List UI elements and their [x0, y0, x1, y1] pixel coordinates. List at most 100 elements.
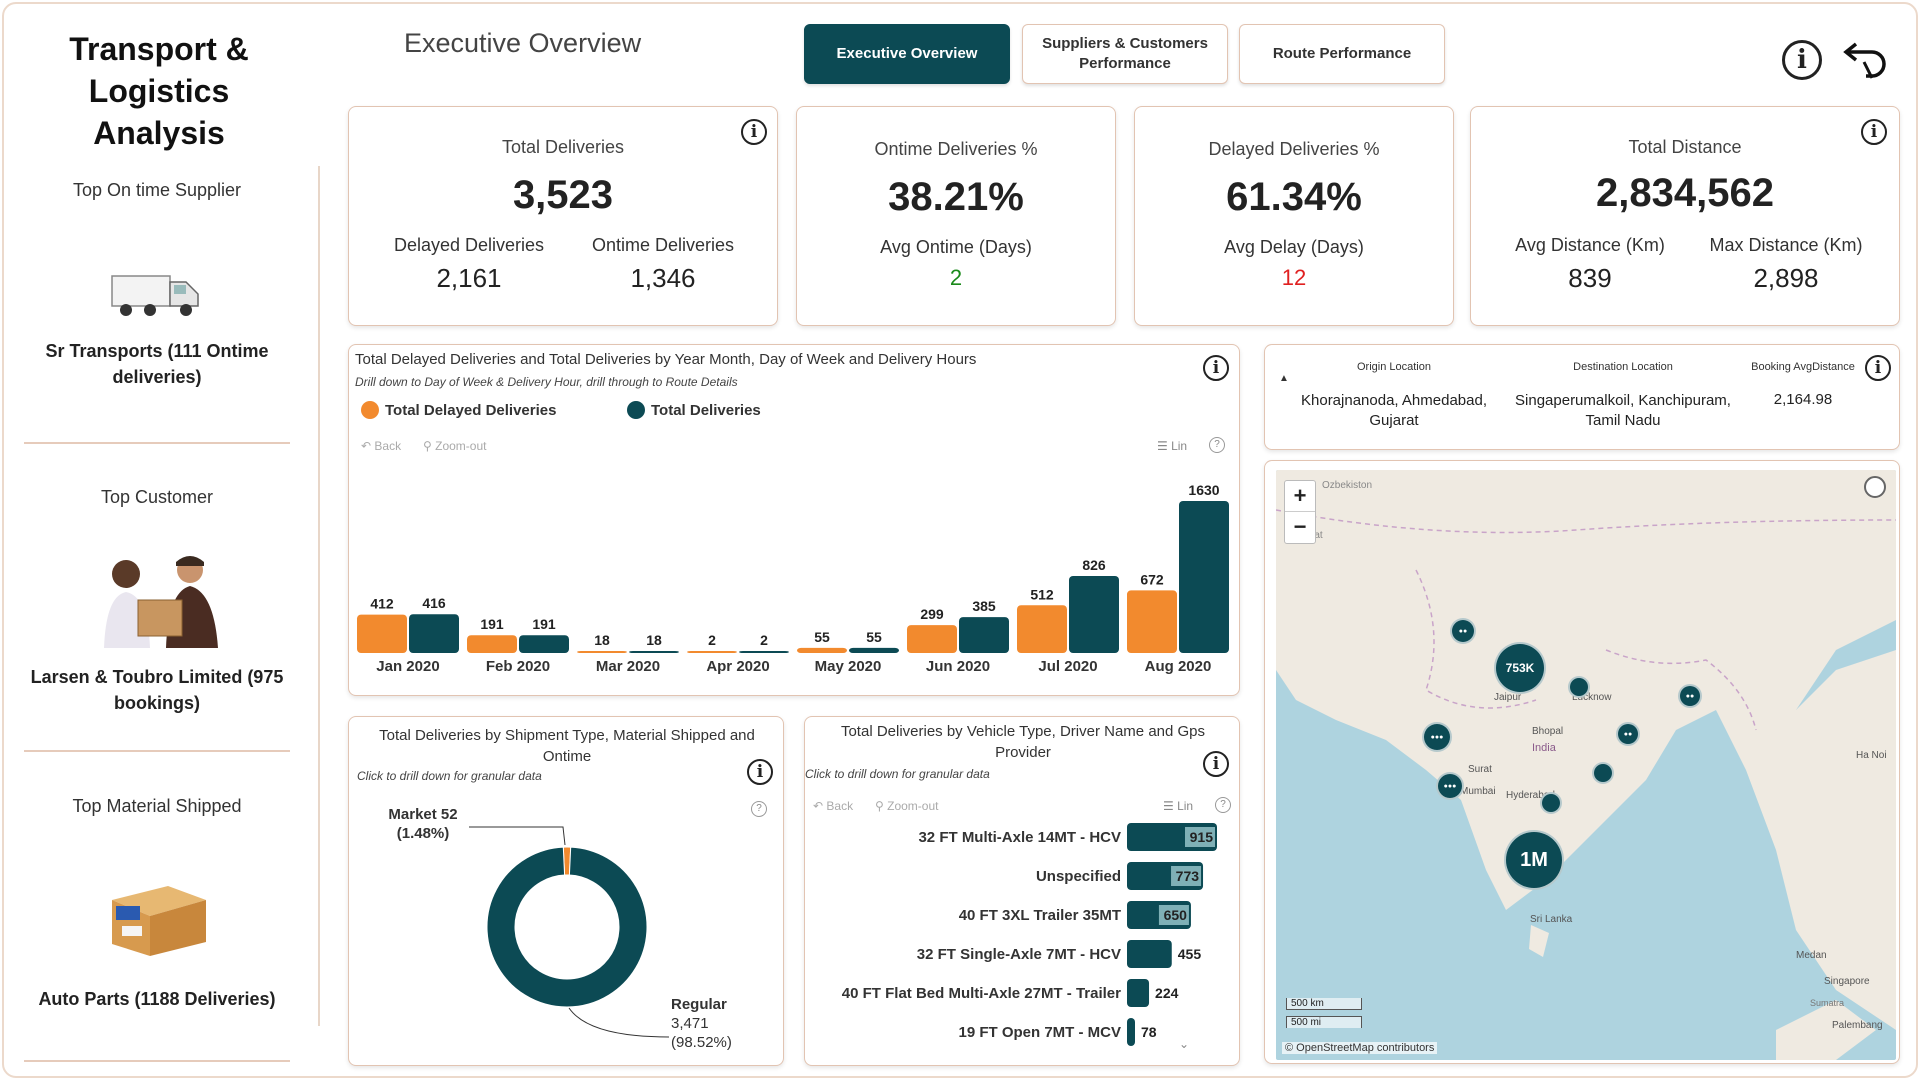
info-icon[interactable]: i	[1203, 751, 1229, 777]
back-button[interactable]: ↶ Back	[361, 439, 402, 453]
map-bubble-1m[interactable]: 1M	[1504, 830, 1564, 890]
data-label-background	[1171, 866, 1202, 886]
map-bubble[interactable]	[1568, 676, 1590, 698]
column-header-origin[interactable]: Origin Location	[1357, 361, 1431, 373]
kpi-sub-label: Avg Delay (Days)	[1224, 237, 1364, 257]
info-icon[interactable]: i	[747, 759, 773, 785]
map-zoom-control: + −	[1284, 480, 1316, 544]
app-title-line1: Transport &	[69, 31, 249, 67]
map-zoom-in-button[interactable]: +	[1293, 483, 1307, 508]
map-label: Sri Lanka	[1530, 914, 1573, 925]
bar-data-label: 191	[480, 616, 504, 632]
donut-chart	[469, 826, 670, 1038]
back-button[interactable]: ↶ Back	[813, 799, 854, 813]
back-label: Back	[374, 439, 402, 453]
bar-total[interactable]	[739, 651, 789, 653]
bar-total[interactable]	[1069, 575, 1119, 653]
bar-data-label: 826	[1082, 557, 1106, 573]
info-icon[interactable]: i	[1865, 355, 1891, 381]
map-locate-icon[interactable]	[1864, 476, 1886, 498]
vehicle-bar[interactable]	[1127, 979, 1150, 1007]
regular-label: Regular	[671, 996, 727, 1013]
chart-title: Total Deliveries by Vehicle Type, Driver…	[840, 723, 1206, 761]
zoom-out-button[interactable]: ⚲ Zoom-out	[423, 439, 487, 453]
top-customer-heading: Top Customer	[100, 487, 214, 507]
map-bubble[interactable]: ●●●	[1436, 772, 1464, 800]
kpi-value: 2,834,562	[1596, 171, 1774, 215]
lin-label: Lin	[1177, 799, 1194, 813]
chevron-down-icon[interactable]: ⌄	[1179, 1037, 1190, 1051]
kpi-sub-value: 2	[949, 265, 963, 290]
bar-delayed[interactable]	[1017, 605, 1067, 653]
leader-line-market	[469, 826, 566, 846]
delivery-people-icon	[104, 556, 218, 648]
legend-label: Total Delayed Deliveries	[385, 401, 557, 419]
info-icon[interactable]: i	[1861, 119, 1887, 145]
bar-total[interactable]	[1179, 501, 1229, 653]
bar-delayed[interactable]	[1127, 590, 1177, 653]
map-label: Lucknow	[1572, 692, 1612, 703]
vehicle-bar[interactable]	[1127, 1018, 1135, 1046]
column-header-distance[interactable]: Booking AvgDistance	[1751, 361, 1855, 373]
map-scale-km: 500 km	[1286, 998, 1362, 1010]
bar-delayed[interactable]	[577, 651, 627, 653]
help-icon[interactable]: ?	[1215, 797, 1231, 813]
map-bubble[interactable]: ●●	[1616, 722, 1640, 746]
lin-toggle[interactable]: ☰ Lin	[1163, 799, 1194, 813]
help-icon[interactable]: ?	[751, 801, 767, 817]
map-label: Singapore	[1824, 976, 1870, 987]
legend-label: Total Deliveries	[651, 401, 761, 419]
map-bubble[interactable]: ●●●	[1422, 722, 1452, 752]
kpi-delayed-card: Delayed Deliveries % 61.34% Avg Delay (D…	[1134, 106, 1454, 326]
map-label: Mumbai	[1460, 786, 1496, 797]
bar-delayed[interactable]	[907, 625, 957, 653]
top-material-heading: Top Material Shipped	[72, 796, 242, 816]
legend-item-total[interactable]: Total Deliveries	[627, 401, 761, 419]
bar-data-label: 1630	[1188, 482, 1219, 498]
bar-total[interactable]	[519, 635, 569, 653]
sidebar-divider	[318, 166, 320, 1026]
info-icon[interactable]: i	[741, 119, 767, 145]
bar-total[interactable]	[409, 614, 459, 653]
bar-total[interactable]	[849, 647, 899, 653]
lin-toggle[interactable]: ☰ Lin	[1157, 439, 1188, 453]
x-tick-label: Feb 2020	[486, 658, 550, 675]
kpi-total-deliveries-card: i Total Deliveries 3,523 Delayed Deliver…	[348, 106, 778, 326]
table-cell-destination: Singaperumalkoil, Kanchipuram, Tamil Nad…	[1515, 392, 1731, 429]
bar-delayed[interactable]	[467, 635, 517, 653]
info-icon[interactable]: i	[1782, 40, 1822, 80]
y-category-label: 40 FT 3XL Trailer 35MT	[959, 907, 1121, 924]
map-bubble-753k[interactable]: 753K	[1494, 642, 1546, 694]
tab-route-performance[interactable]: Route Performance	[1239, 24, 1445, 84]
bar-data-label: 2	[708, 632, 716, 648]
bar-total[interactable]	[629, 651, 679, 653]
map-zoom-out-button[interactable]: −	[1285, 511, 1315, 542]
bar-delayed[interactable]	[797, 647, 847, 653]
deliveries-map[interactable]: Ozbekiston Asgabat Jaipur Lucknow Bhopal…	[1276, 470, 1896, 1060]
map-bubble[interactable]: ●●	[1450, 618, 1476, 644]
sort-indicator[interactable]: ▲	[1279, 373, 1289, 384]
column-header-destination[interactable]: Destination Location	[1573, 361, 1673, 373]
vehicle-type-chart-card: Total Deliveries by Vehicle Type, Driver…	[804, 716, 1240, 1066]
bar-total[interactable]	[959, 617, 1009, 653]
back-arrow-icon[interactable]	[1842, 40, 1890, 80]
bar-data-label: 412	[370, 596, 394, 612]
legend-item-delayed[interactable]: Total Delayed Deliveries	[361, 401, 556, 419]
tab-executive-overview[interactable]: Executive Overview	[804, 24, 1010, 84]
vehicle-bar[interactable]	[1127, 940, 1172, 968]
map-label: India	[1532, 742, 1556, 754]
map-bubble[interactable]: ●●	[1678, 684, 1702, 708]
tab-suppliers-customers[interactable]: Suppliers & Customers Performance	[1022, 24, 1228, 84]
donut-slice-regular[interactable]	[486, 846, 648, 1008]
bar-delayed[interactable]	[357, 614, 407, 653]
bar-chart: 412 416 Jan 2020 191 191 Feb 2020 18 18 Mar 2020…	[357, 482, 1229, 675]
map-bubble[interactable]	[1592, 762, 1614, 784]
y-category-label: 40 FT Flat Bed Multi-Axle 27MT - Trailer	[842, 985, 1121, 1002]
help-icon[interactable]: ?	[1209, 437, 1225, 453]
zoom-out-button[interactable]: ⚲ Zoom-out	[875, 799, 939, 813]
map-bubble[interactable]	[1540, 792, 1562, 814]
kpi-sub-label: Delayed Deliveries	[393, 235, 545, 255]
map-attribution[interactable]: © OpenStreetMap contributors	[1282, 1042, 1438, 1054]
bar-delayed[interactable]	[687, 651, 737, 653]
info-icon[interactable]: i	[1203, 355, 1229, 381]
